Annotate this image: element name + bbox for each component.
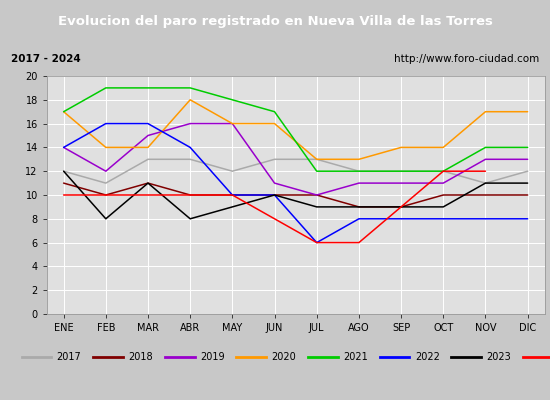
Text: Evolucion del paro registrado en Nueva Villa de las Torres: Evolucion del paro registrado en Nueva V…	[58, 14, 492, 28]
Text: http://www.foro-ciudad.com: http://www.foro-ciudad.com	[394, 54, 539, 64]
Text: 2017 - 2024: 2017 - 2024	[11, 54, 81, 64]
Text: 2018: 2018	[128, 352, 153, 362]
Text: 2022: 2022	[415, 352, 439, 362]
Text: 2019: 2019	[200, 352, 224, 362]
Text: 2017: 2017	[57, 352, 81, 362]
Text: 2023: 2023	[486, 352, 511, 362]
Text: 2020: 2020	[272, 352, 296, 362]
Text: 2021: 2021	[343, 352, 368, 362]
